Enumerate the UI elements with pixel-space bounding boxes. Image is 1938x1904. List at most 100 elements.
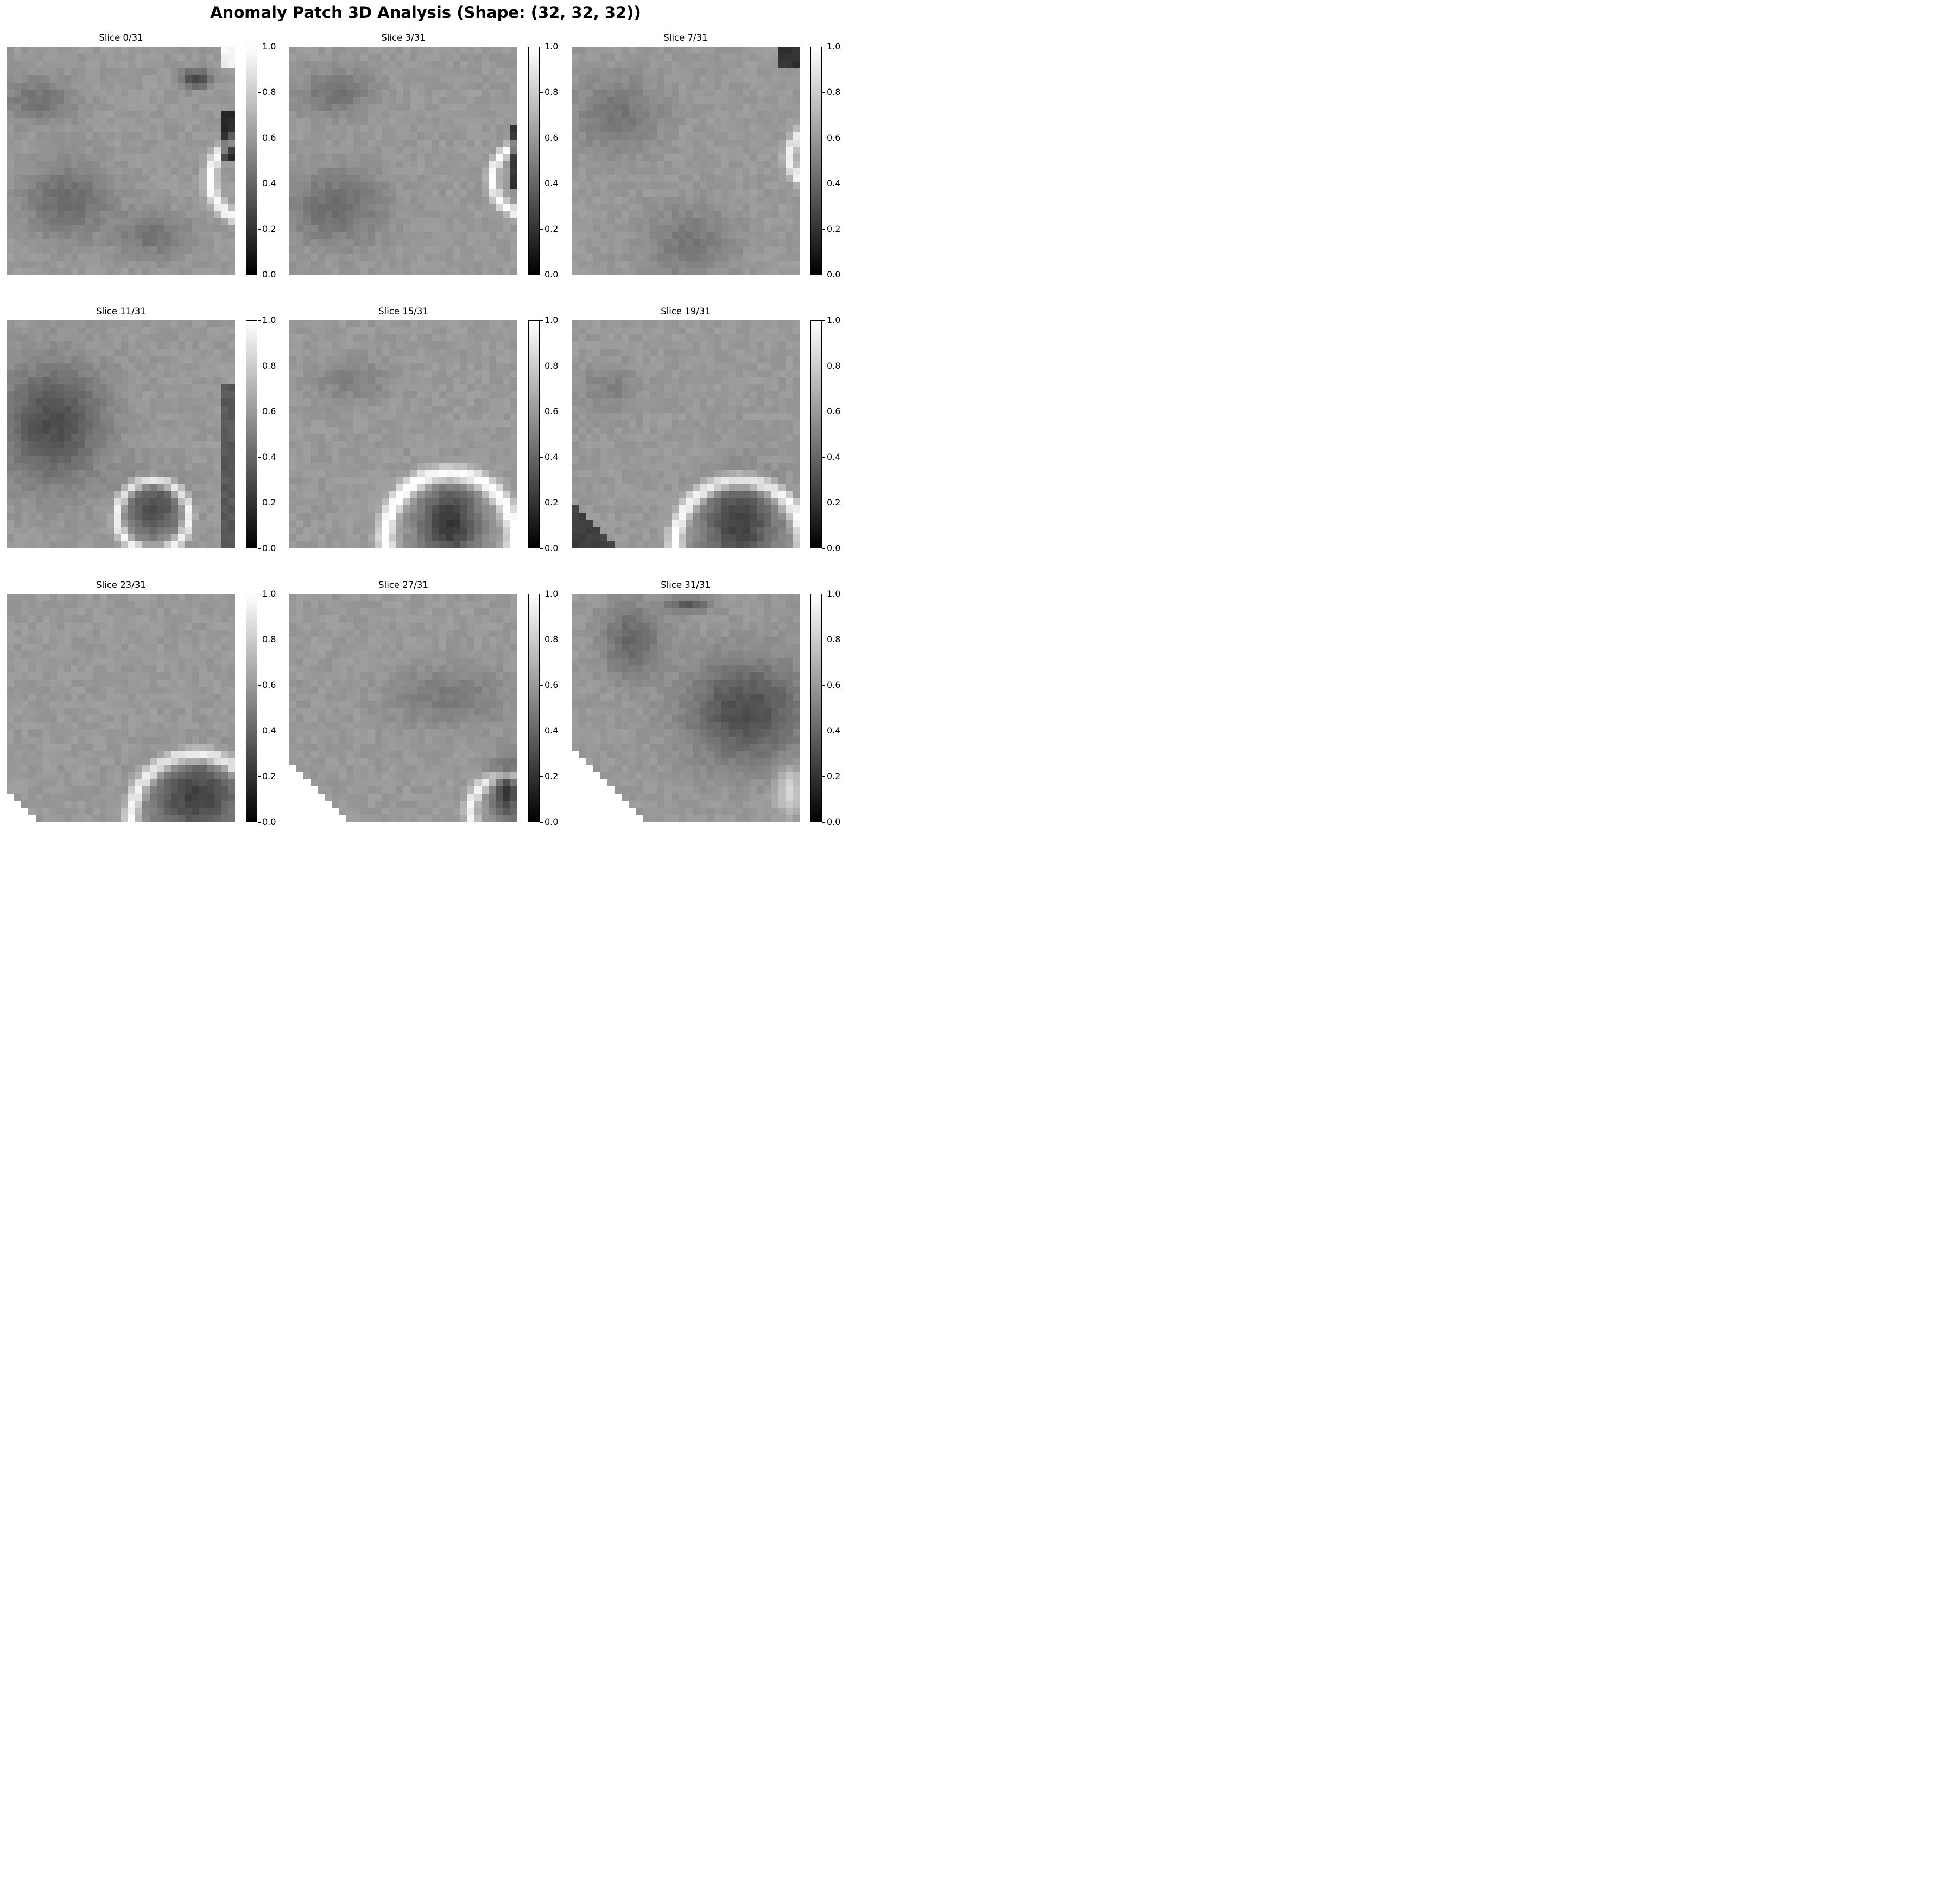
- voxel: [785, 218, 793, 225]
- voxel: [664, 260, 672, 268]
- voxel: [199, 370, 207, 377]
- voxel: [220, 470, 228, 477]
- voxel: [78, 327, 86, 335]
- voxel: [35, 320, 43, 328]
- voxel: [728, 210, 736, 218]
- voxel: [128, 75, 136, 83]
- colorbar: [246, 320, 257, 548]
- voxel: [389, 320, 396, 328]
- voxel: [49, 82, 57, 90]
- voxel: [368, 203, 375, 211]
- voxel: [213, 520, 221, 527]
- voxel: [353, 96, 361, 104]
- voxel: [460, 470, 468, 477]
- voxel: [78, 377, 86, 385]
- voxel: [403, 104, 411, 111]
- voxel: [21, 327, 29, 335]
- voxel: [346, 491, 354, 499]
- voxel: [64, 267, 72, 275]
- voxel: [213, 413, 221, 420]
- voxel: [750, 246, 757, 254]
- voxel: [14, 267, 22, 275]
- voxel: [785, 111, 793, 118]
- voxel: [178, 434, 186, 442]
- voxel: [71, 139, 79, 147]
- voxel: [678, 203, 686, 211]
- voxel: [325, 146, 332, 154]
- voxel: [28, 168, 36, 175]
- voxel: [721, 54, 729, 61]
- voxel: [185, 420, 193, 427]
- voxel: [106, 153, 114, 161]
- voxel: [757, 132, 764, 140]
- voxel: [496, 463, 503, 470]
- voxel: [149, 96, 157, 104]
- voxel: [503, 448, 510, 456]
- voxel: [410, 118, 418, 125]
- voxel: [332, 132, 339, 140]
- voxel: [28, 125, 36, 132]
- voxel: [311, 327, 318, 335]
- voxel: [496, 363, 503, 370]
- voxel: [227, 420, 235, 427]
- voxel: [629, 61, 636, 68]
- voxel: [192, 61, 200, 68]
- voxel: [78, 218, 86, 225]
- voxel: [439, 75, 446, 83]
- voxel: [106, 267, 114, 275]
- voxel: [510, 413, 517, 420]
- slice-title: Slice 7/31: [663, 33, 708, 43]
- voxel: [85, 168, 93, 175]
- voxel: [757, 210, 764, 218]
- voxel: [743, 260, 750, 268]
- voxel: [446, 427, 453, 434]
- voxel: [206, 406, 214, 413]
- voxel: [707, 246, 714, 254]
- voxel: [432, 406, 439, 413]
- voxel: [678, 232, 686, 239]
- voxel: [106, 189, 114, 197]
- voxel: [700, 210, 707, 218]
- voxel: [332, 377, 339, 385]
- voxel: [785, 96, 793, 104]
- voxel: [572, 75, 579, 83]
- voxel: [192, 267, 200, 275]
- voxel: [85, 391, 93, 399]
- voxel: [121, 520, 129, 527]
- voxel: [213, 189, 221, 197]
- voxel: [85, 175, 93, 182]
- voxel: [629, 47, 636, 54]
- voxel: [311, 75, 318, 83]
- voxel: [206, 520, 214, 527]
- voxel: [446, 434, 453, 442]
- voxel: [368, 434, 375, 442]
- voxel: [149, 203, 157, 211]
- voxel: [339, 175, 346, 182]
- voxel: [106, 341, 114, 349]
- voxel: [614, 96, 622, 104]
- voxel: [213, 434, 221, 442]
- voxel: [213, 448, 221, 456]
- voxel: [170, 82, 178, 90]
- voxel: [99, 239, 107, 246]
- voxel: [332, 61, 339, 68]
- voxel: [303, 505, 311, 513]
- voxel: [375, 111, 382, 118]
- voxel: [78, 146, 86, 154]
- voxel: [106, 146, 114, 154]
- voxel: [64, 541, 72, 548]
- voxel: [764, 253, 771, 261]
- voxel: [199, 47, 207, 54]
- voxel: [142, 320, 150, 328]
- voxel: [439, 267, 446, 275]
- voxel: [220, 54, 228, 61]
- voxel: [432, 253, 439, 261]
- voxel: [629, 210, 636, 218]
- voxel: [657, 82, 664, 90]
- voxel: [368, 441, 375, 449]
- voxel: [213, 349, 221, 356]
- voxel: [49, 104, 57, 111]
- voxel: [453, 153, 460, 161]
- voxel: [135, 253, 143, 261]
- voxel: [346, 341, 354, 349]
